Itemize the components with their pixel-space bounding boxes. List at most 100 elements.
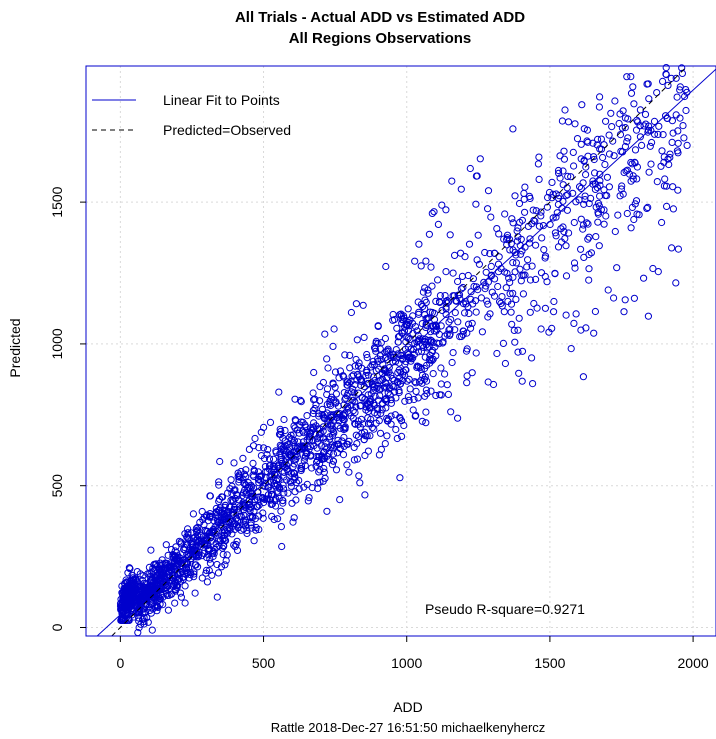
scatter-point <box>577 140 585 148</box>
scatter-point <box>565 229 573 237</box>
scatter-point <box>624 134 632 142</box>
scatter-point <box>425 230 433 238</box>
scatter-point <box>666 153 674 162</box>
scatter-point <box>396 380 404 388</box>
scatter-point <box>538 234 546 242</box>
scatter-point <box>301 454 309 462</box>
scatter-point <box>472 308 480 316</box>
scatter-point <box>466 164 474 173</box>
scatter-point <box>552 232 560 240</box>
scatter-point <box>414 298 422 306</box>
scatter-point <box>159 593 167 601</box>
scatter-point <box>252 526 260 534</box>
scatter-point <box>437 322 445 330</box>
scatter-point <box>344 378 352 386</box>
scatter-point <box>280 489 288 497</box>
scatter-point <box>432 321 440 330</box>
scatter-point <box>220 506 228 514</box>
scatter-point <box>254 503 262 511</box>
scatter-point <box>493 349 501 358</box>
scatter-point <box>635 211 643 219</box>
scatter-point <box>369 357 377 365</box>
scatter-point <box>243 529 251 538</box>
scatter-point <box>662 70 670 78</box>
scatter-point <box>143 587 151 595</box>
scatter-point <box>184 529 192 537</box>
scatter-point <box>623 209 631 218</box>
scatter-point <box>418 347 426 355</box>
scatter-point <box>363 368 371 376</box>
scatter-point <box>404 343 412 351</box>
scatter-point <box>551 269 559 277</box>
scatter-point <box>554 194 563 202</box>
scatter-point <box>192 524 200 533</box>
scatter-point <box>215 481 223 489</box>
scatter-point <box>341 424 349 432</box>
scatter-point <box>548 178 556 186</box>
scatter-point <box>255 525 263 534</box>
scatter-point <box>628 160 636 168</box>
scatter-point <box>526 276 535 284</box>
scatter-point <box>261 479 269 487</box>
scatter-point <box>239 454 247 462</box>
scatter-point <box>604 286 612 294</box>
scatter-point <box>351 381 359 389</box>
scatter-point <box>321 330 329 338</box>
scatter-point <box>370 425 378 433</box>
scatter-point <box>245 445 253 453</box>
scatter-point <box>326 400 334 408</box>
scatter-point <box>549 214 557 222</box>
scatter-point <box>507 308 515 316</box>
scatter-point <box>234 524 242 532</box>
scatter-point <box>345 409 353 417</box>
scatter-point <box>355 373 363 381</box>
scatter-point <box>249 471 257 479</box>
scatter-point <box>533 304 541 312</box>
scatter-point <box>359 420 367 428</box>
scatter-point <box>331 368 340 376</box>
scatter-point <box>532 207 540 215</box>
scatter-point <box>230 541 238 549</box>
scatter-point <box>181 582 189 590</box>
scatter-point <box>263 451 271 459</box>
scatter-point <box>674 139 682 147</box>
scatter-point <box>446 330 454 338</box>
reference-lines <box>96 65 716 637</box>
scatter-point <box>329 444 337 452</box>
scatter-point <box>503 231 512 239</box>
scatter-point <box>484 300 492 308</box>
scatter-point <box>330 396 338 404</box>
scatter-point <box>631 159 639 167</box>
scatter-point <box>526 235 534 243</box>
scatter-point <box>205 513 213 521</box>
scatter-points <box>116 64 691 637</box>
scatter-point <box>621 114 630 122</box>
scatter-point <box>648 138 656 147</box>
scatter-point <box>346 351 354 359</box>
scatter-point <box>506 278 514 286</box>
scatter-point <box>305 494 313 502</box>
scatter-point <box>441 370 449 378</box>
scatter-point <box>183 569 191 577</box>
scatter-point <box>194 526 202 534</box>
scatter-point <box>509 125 517 133</box>
scatter-point <box>544 193 552 202</box>
scatter-point <box>518 271 526 280</box>
scatter-point <box>476 155 484 163</box>
scatter-point <box>532 241 540 249</box>
scatter-point <box>386 384 394 392</box>
scatter-point <box>617 185 626 193</box>
scatter-point <box>605 183 614 191</box>
scatter-point <box>336 496 344 504</box>
scatter-point <box>343 381 352 389</box>
scatter-point <box>199 516 207 524</box>
plot-frame <box>85 65 716 637</box>
scatter-point <box>194 563 202 571</box>
scatter-point <box>453 297 461 305</box>
scatter-point <box>334 436 342 444</box>
scatter-point <box>472 349 480 357</box>
scatter-point <box>422 408 430 416</box>
scatter-point <box>634 118 642 126</box>
scatter-point <box>135 624 143 632</box>
scatter-point <box>473 172 481 180</box>
